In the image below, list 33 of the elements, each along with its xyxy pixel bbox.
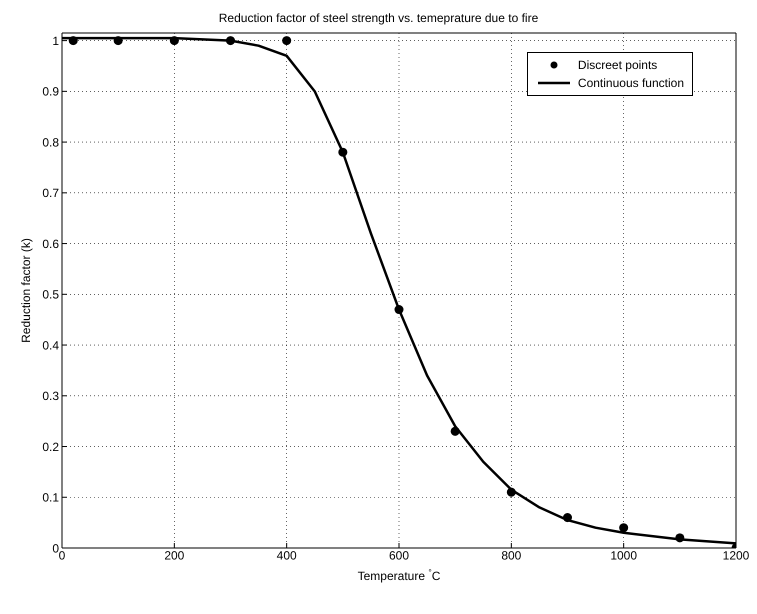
y-tick-label: 0.1 (42, 490, 60, 505)
point (68, 36, 78, 46)
point (338, 148, 348, 157)
x-tick-label: 1200 (722, 548, 750, 563)
x-tick-label: 600 (388, 548, 410, 563)
y-tick-label: 1 (52, 34, 60, 48)
legend-label: Continuous function (578, 76, 684, 90)
y-tick-label: 0.9 (42, 84, 60, 99)
point (562, 513, 572, 522)
point (282, 36, 292, 46)
y-tick-label: 0.4 (42, 338, 60, 352)
y-tick-label: 0.3 (42, 389, 60, 404)
x-tick-label: 400 (276, 548, 297, 563)
y-axis-title: Reduction factor (k) (19, 238, 33, 343)
point (675, 533, 684, 542)
legend-label: Discreet points (578, 58, 658, 72)
x-tick-label: 800 (501, 548, 522, 563)
x-axis-title: Temperature $^{°}$C (358, 567, 441, 583)
point (114, 36, 123, 46)
chart-title: Reduction factor of steel strength vs. temeprature due to fire (218, 11, 539, 25)
y-tick-label: 0.8 (42, 135, 60, 150)
point (506, 488, 516, 497)
point (170, 36, 179, 46)
y-tick-label: 0.2 (42, 440, 60, 454)
point (394, 305, 404, 314)
y-tick-label: 0.5 (42, 288, 60, 302)
y-tick-label: 0.7 (42, 186, 60, 200)
x-tick-label: 200 (164, 548, 185, 563)
x-tick-label: 1000 (610, 548, 638, 563)
point (226, 36, 236, 46)
point (450, 426, 460, 436)
point (619, 523, 628, 532)
y-tick-label: 0.6 (42, 236, 60, 251)
